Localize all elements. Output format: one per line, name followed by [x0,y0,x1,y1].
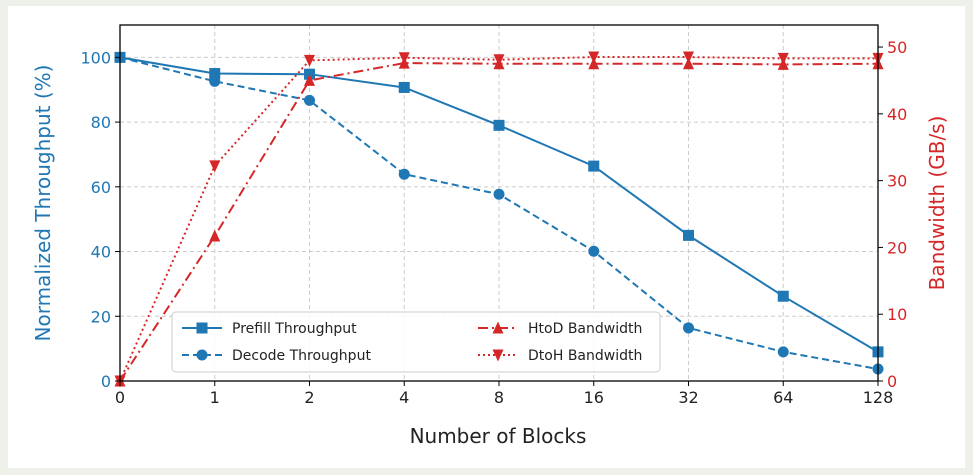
y-left-tick-label: 20 [91,307,111,326]
legend-marker-htod-bandwidth [492,321,504,334]
dtoh-bandwidth-point [209,160,221,173]
y-left-tick-label: 60 [91,178,111,197]
prefill-throughput-point [777,290,789,302]
series-dtoh-bandwidth [114,51,884,388]
x-tick-label: 16 [584,388,604,407]
dtoh-bandwidth-point [588,51,600,64]
prefill-throughput-point [493,119,505,131]
x-tick-label: 1 [210,388,220,407]
x-tick-label: 64 [773,388,793,407]
chart-frame [8,6,965,468]
decode-throughput-point [588,245,600,257]
y-right-tick-label: 0 [887,372,897,391]
dtoh-bandwidth-point [304,54,315,67]
htod-bandwidth-point [304,73,315,86]
dtoh-bandwidth-point [493,54,505,67]
y-left-tick-label: 80 [91,113,111,132]
x-tick-label: 128 [863,388,894,407]
y-left-tick-label: 40 [91,243,111,262]
legend-label-decode-throughput: Decode Throughput [232,348,371,364]
legend-label-htod-bandwidth: HtoD Bandwidth [528,321,642,337]
legend: Prefill Throughput Decode Throughput HtoD … [171,311,661,373]
decode-throughput-point [777,346,789,358]
legend-label-prefill-throughput: Prefill Throughput [232,321,357,337]
htod-bandwidth-point [209,229,221,242]
dtoh-bandwidth-point [398,52,410,65]
x-tick-label: 8 [494,388,504,407]
decode-throughput-point [493,188,505,200]
y-right-tick-label: 50 [887,38,907,57]
series-layer [114,51,884,388]
prefill-throughput-point [209,68,221,80]
dtoh-bandwidth-point [777,52,789,65]
x-axis-label: Number of Blocks [410,424,587,448]
x-tick-label: 4 [399,388,409,407]
decode-throughput-point [304,94,315,106]
y-right-tick-label: 40 [887,105,907,124]
x-tick-label: 0 [115,388,125,407]
series-decode-throughput [114,51,884,375]
y-axis-left-label: Normalized Throughput (%) [31,65,55,342]
y-right-tick-label: 30 [887,172,907,191]
legend-marker-dtoh-bandwidth [492,349,504,362]
y-axis-right-label: Bandwidth (GB/s) [925,116,949,291]
decode-throughput-point [683,322,694,334]
y-left-tick-label: 100 [80,48,111,67]
decode-throughput-point [398,168,410,180]
x-tick-label: 32 [678,388,698,407]
y-right-tick-label: 10 [887,305,907,324]
x-tick-label: 2 [304,388,314,407]
prefill-throughput-point [398,81,410,93]
legend-label-dtoh-bandwidth: DtoH Bandwidth [528,348,642,364]
y-left-tick-label: 0 [101,372,111,391]
decode-throughput-point [209,75,221,87]
dtoh-bandwidth-point [683,51,694,64]
prefill-throughput-point [683,229,694,241]
y-right-tick-label: 20 [887,238,907,257]
legend-marker-prefill-throughput [196,322,208,334]
prefill-throughput-point [588,160,600,172]
legend-marker-decode-throughput [196,349,208,361]
legend-box [171,311,661,373]
